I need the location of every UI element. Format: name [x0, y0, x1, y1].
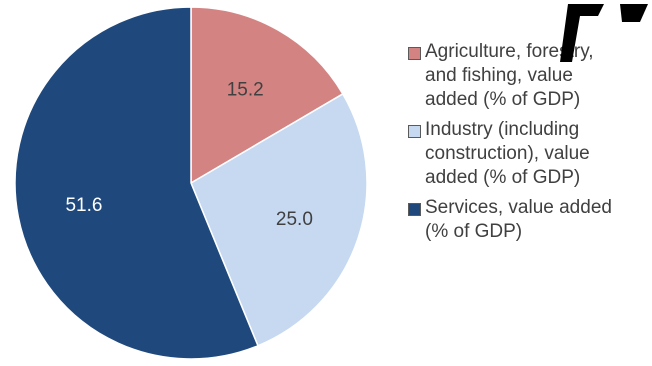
data-label-agriculture: 15.2: [227, 79, 264, 100]
legend-label-services: Services, value added (% of GDP): [425, 197, 612, 242]
legend-item-services: Services, value added (% of GDP): [408, 196, 648, 244]
chart-legend: Agriculture, forestry, and fishing, valu…: [408, 40, 648, 250]
data-label-services: 51.6: [65, 195, 102, 216]
pie-slice-industry: [190, 92, 368, 347]
legend-item-industry: Industry (including construction), value…: [408, 118, 648, 190]
legend-label-industry: Industry (including construction), value…: [425, 119, 590, 188]
legend-label-agriculture: Agriculture, forestry, and fishing, valu…: [425, 41, 594, 110]
legend-item-agriculture: Agriculture, forestry, and fishing, valu…: [408, 40, 648, 112]
pie-slice-services: [14, 6, 259, 360]
legend-swatch-services: [408, 203, 421, 216]
legend-swatch-agriculture: [408, 47, 421, 60]
data-label-industry: 25.0: [276, 209, 313, 230]
pie-slice-agriculture: [190, 6, 344, 185]
legend-swatch-industry: [408, 125, 421, 138]
